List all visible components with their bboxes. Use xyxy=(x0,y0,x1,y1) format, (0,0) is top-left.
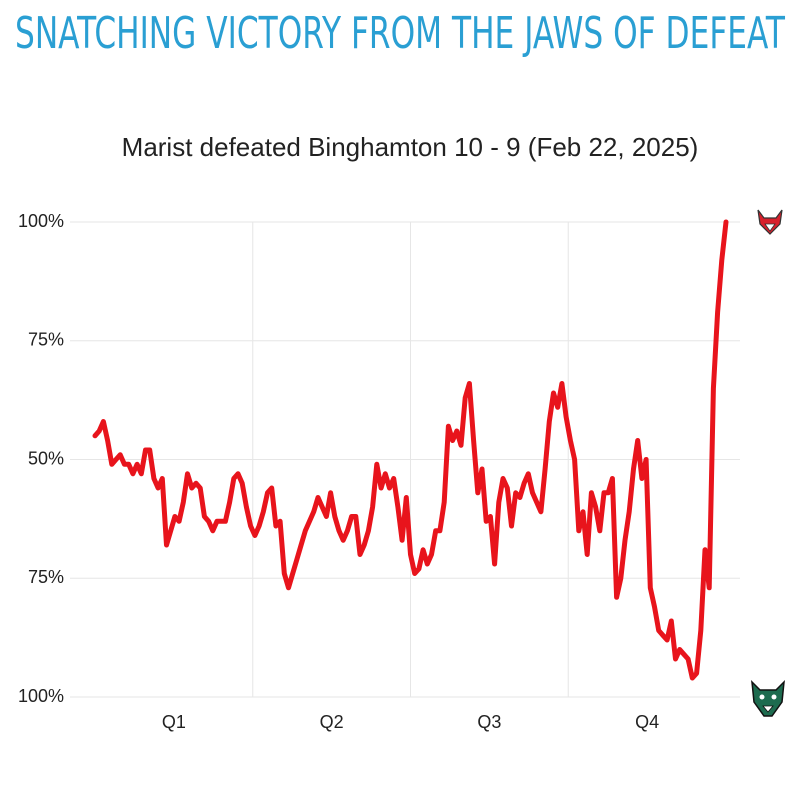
y-tick-label: 100% xyxy=(18,211,64,231)
chart-subtitle: Marist defeated Binghamton 10 - 9 (Feb 2… xyxy=(122,132,699,162)
y-tick-label: 50% xyxy=(28,448,64,468)
x-tick-label: Q1 xyxy=(162,712,186,732)
marist-logo xyxy=(757,209,783,235)
chart-title: SNATCHING VICTORY FROM THE JAWS OF DEFEA… xyxy=(15,8,785,59)
x-tick-label: Q3 xyxy=(477,712,501,732)
x-tick-label: Q2 xyxy=(320,712,344,732)
win-probability-line xyxy=(92,219,729,681)
y-tick-label: 100% xyxy=(18,686,64,706)
y-tick-label: 75% xyxy=(28,567,64,587)
x-tick-label: Q4 xyxy=(635,712,659,732)
binghamton-logo xyxy=(751,679,785,717)
y-tick-label: 75% xyxy=(28,330,64,350)
